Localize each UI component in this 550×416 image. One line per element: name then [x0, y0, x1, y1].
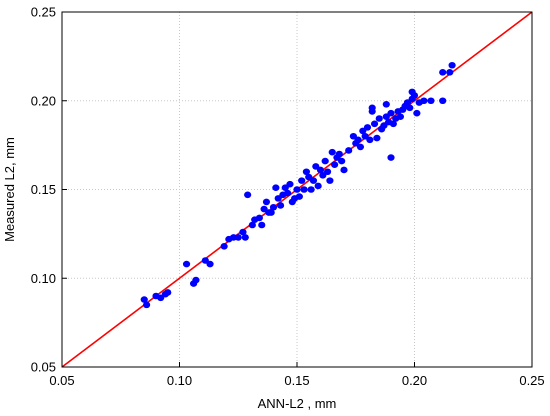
- data-point: [239, 228, 247, 236]
- x-tick-label: 0.15: [284, 373, 309, 388]
- data-points: [140, 61, 456, 309]
- x-tick-label: 0.25: [519, 373, 544, 388]
- data-point: [375, 115, 383, 122]
- data-point: [300, 186, 308, 193]
- data-point: [439, 69, 447, 76]
- data-point: [387, 109, 395, 117]
- data-point: [244, 191, 252, 199]
- data-point: [340, 166, 348, 174]
- data-point: [439, 97, 447, 105]
- data-point: [293, 186, 301, 193]
- data-point: [326, 177, 334, 184]
- data-point: [316, 166, 325, 174]
- y-axis-title: Measured L2, mm: [2, 137, 17, 242]
- data-point: [241, 234, 249, 241]
- data-point: [448, 61, 456, 69]
- data-point: [427, 97, 435, 105]
- data-point: [143, 301, 151, 309]
- x-tick-label: 0.05: [49, 373, 74, 388]
- data-point: [206, 260, 214, 268]
- data-point: [248, 221, 256, 229]
- data-point: [370, 120, 379, 128]
- data-point: [345, 147, 353, 154]
- y-tick-label: 0.10: [31, 271, 56, 286]
- tick-labels: 0.05 0.10 0.15 0.20 0.25 0.05 0.10 0.15 0.20 0.25: [31, 5, 545, 389]
- data-point: [331, 161, 339, 168]
- data-point: [356, 143, 365, 151]
- data-point: [298, 177, 306, 184]
- data-point: [328, 148, 336, 156]
- y-tick-label: 0.15: [31, 182, 56, 197]
- y-tick-label: 0.25: [31, 5, 56, 20]
- data-point: [446, 69, 454, 76]
- data-point: [234, 234, 242, 241]
- data-point: [406, 104, 414, 112]
- data-point: [192, 276, 200, 284]
- data-point: [262, 198, 271, 206]
- y-tick-label: 0.20: [31, 93, 56, 108]
- data-point: [295, 193, 303, 200]
- data-point: [387, 154, 395, 161]
- data-point: [255, 214, 263, 222]
- data-point: [338, 157, 346, 165]
- x-axis-title: ANN-L2 , mm: [258, 396, 337, 411]
- axes: [61, 11, 533, 368]
- y-tick-label: 0.05: [31, 360, 56, 375]
- data-point: [284, 189, 292, 197]
- data-point: [276, 202, 285, 209]
- data-point: [389, 120, 397, 128]
- data-point: [140, 296, 148, 303]
- data-point: [307, 186, 315, 193]
- data-point: [286, 180, 294, 188]
- data-point: [368, 104, 376, 112]
- x-tick-label: 0.20: [402, 373, 427, 388]
- data-point: [373, 134, 381, 142]
- data-point: [323, 168, 332, 176]
- data-point: [164, 289, 172, 296]
- data-point: [269, 203, 278, 211]
- data-point: [420, 97, 428, 105]
- data-point: [335, 150, 343, 158]
- data-point: [314, 182, 322, 190]
- data-point: [309, 177, 318, 184]
- data-point: [267, 209, 275, 216]
- data-point: [366, 136, 374, 144]
- data-point: [410, 92, 419, 99]
- data-point: [182, 260, 191, 268]
- data-point: [354, 136, 362, 144]
- data-point: [382, 101, 390, 108]
- data-point: [413, 109, 421, 117]
- data-point: [258, 221, 266, 229]
- data-point: [321, 157, 329, 165]
- data-point: [363, 124, 372, 131]
- data-point: [272, 184, 280, 192]
- x-tick-label: 0.10: [167, 373, 192, 388]
- data-point: [302, 168, 310, 176]
- data-point: [220, 243, 228, 250]
- data-point: [396, 113, 404, 121]
